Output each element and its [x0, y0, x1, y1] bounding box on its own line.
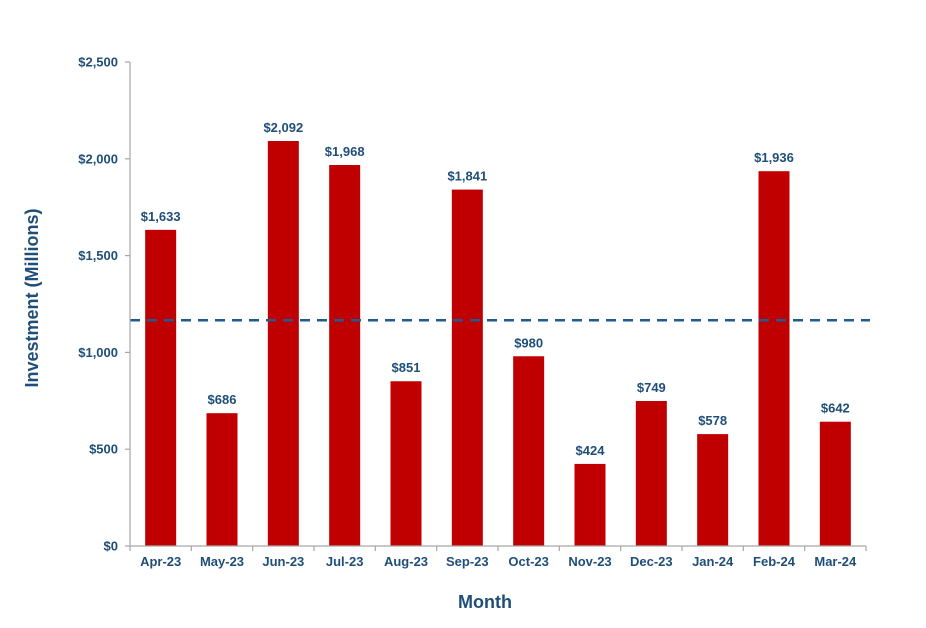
- data-label-jul-23: $1,968: [325, 144, 365, 159]
- data-label-aug-23: $851: [392, 360, 421, 375]
- data-label-feb-24: $1,936: [754, 150, 794, 165]
- x-tick-label-may-23: May-23: [200, 554, 244, 569]
- y-tick-label-1000: $1,000: [78, 345, 118, 360]
- x-tick-label-aug-23: Aug-23: [384, 554, 428, 569]
- data-label-apr-23: $1,633: [141, 209, 181, 224]
- bar-jan-24: [697, 434, 729, 546]
- x-tick-label-jul-23: Jul-23: [326, 554, 364, 569]
- data-label-sep-23: $1,841: [447, 169, 487, 184]
- bar-apr-23: [145, 229, 177, 546]
- x-tick-label-nov-23: Nov-23: [568, 554, 611, 569]
- x-tick-label-mar-24: Mar-24: [814, 554, 857, 569]
- y-tick-label-2500: $2,500: [78, 55, 118, 70]
- data-label-oct-23: $980: [514, 335, 543, 350]
- data-label-may-23: $686: [208, 392, 237, 407]
- x-tick-label-jun-23: Jun-23: [262, 554, 304, 569]
- y-tick-label-1500: $1,500: [78, 248, 118, 263]
- x-tick-label-oct-23: Oct-23: [508, 554, 548, 569]
- y-tick-label-2000: $2,000: [78, 151, 118, 166]
- bar-feb-24: [758, 171, 790, 546]
- axes-group: [125, 61, 867, 551]
- y-tick-label-0: $0: [104, 539, 118, 554]
- bar-aug-23: [390, 381, 422, 546]
- bar-nov-23: [574, 463, 606, 546]
- x-tick-label-sep-23: Sep-23: [446, 554, 489, 569]
- x-axis-title: Month: [458, 592, 512, 612]
- bars-group: [145, 140, 851, 547]
- bar-may-23: [206, 413, 238, 546]
- bar-jun-23: [267, 140, 299, 546]
- y-axis-title: Investment (Millions): [22, 208, 42, 387]
- bar-mar-24: [819, 421, 851, 546]
- data-label-nov-23: $424: [576, 443, 606, 458]
- bar-oct-23: [513, 356, 545, 546]
- data-label-jun-23: $2,092: [263, 120, 303, 135]
- bar-sep-23: [451, 189, 483, 546]
- labels-group: $1,633 Apr-23 $686 May-23 $2,092 Jun-23 $1,968…: [78, 55, 857, 570]
- bar-jul-23: [329, 164, 361, 547]
- data-label-jan-24: $578: [698, 413, 727, 428]
- data-label-mar-24: $642: [821, 401, 850, 416]
- data-label-dec-23: $749: [637, 380, 666, 395]
- bar-dec-23: [635, 400, 667, 546]
- x-tick-label-feb-24: Feb-24: [753, 554, 796, 569]
- y-tick-label-500: $500: [89, 442, 118, 457]
- x-tick-label-apr-23: Apr-23: [140, 554, 181, 569]
- x-tick-label-jan-24: Jan-24: [692, 554, 734, 569]
- x-tick-label-dec-23: Dec-23: [630, 554, 673, 569]
